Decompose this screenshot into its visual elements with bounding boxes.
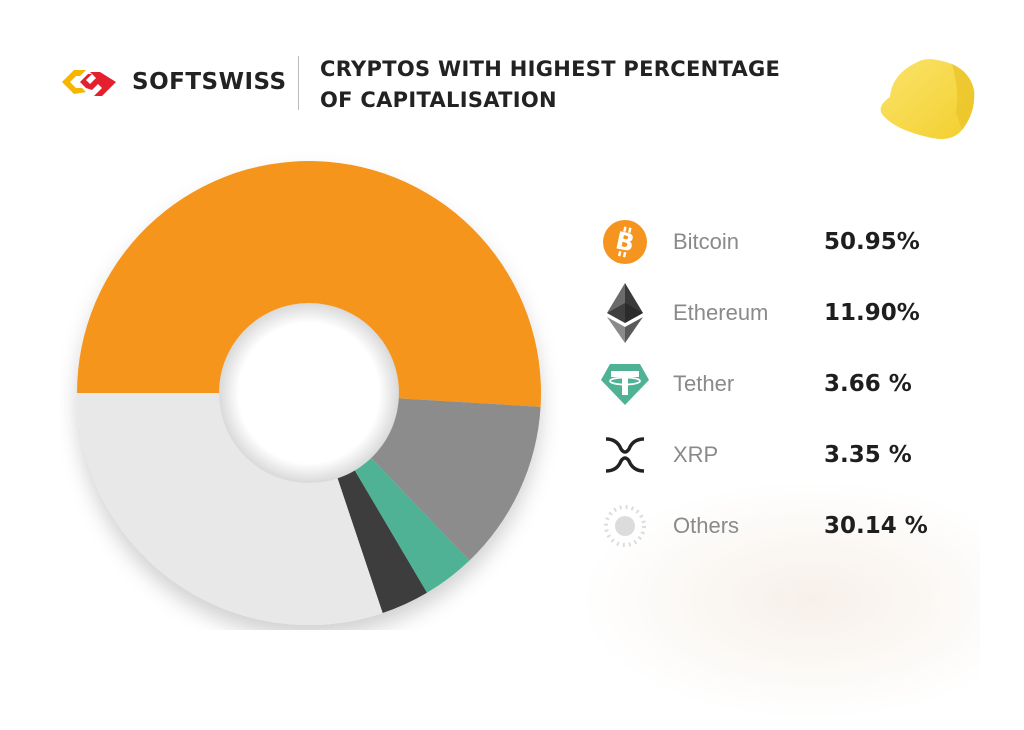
- brand-name: SOFTSWISS: [132, 69, 287, 95]
- legend-item-tether: Tether 3.66 %: [600, 354, 940, 414]
- page-title: CRYPTOS WITH HIGHEST PERCENTAGE OF CAPIT…: [320, 54, 780, 116]
- xrp-icon: [600, 430, 650, 480]
- legend-item-others: Others 30.14 %: [600, 496, 940, 556]
- legend-item-xrp: XRP 3.35 %: [600, 425, 940, 485]
- softswiss-logo-icon: [62, 70, 116, 96]
- legend-label: Ethereum: [673, 300, 769, 325]
- donut-slice-xrp: [336, 468, 427, 614]
- legend-label: Tether: [673, 371, 735, 396]
- legend-item-ethereum: Ethereum 11.90%: [600, 283, 940, 343]
- donut-slice-ethereum: [369, 398, 541, 561]
- title-line-2: OF CAPITALISATION: [320, 88, 557, 112]
- legend-value: 30.14 %: [824, 513, 928, 539]
- donut-slice-others: [77, 393, 383, 625]
- legend-value: 3.66 %: [824, 371, 912, 397]
- donut-slice-bitcoin: [77, 160, 541, 407]
- legend-item-bitcoin: B Bitcoin 50.95%: [600, 212, 940, 272]
- title-line-1: CRYPTOS WITH HIGHEST PERCENTAGE: [320, 57, 781, 81]
- legend-label: XRP: [673, 442, 719, 467]
- svg-text:B: B: [613, 226, 637, 257]
- legend-label: Bitcoin: [673, 229, 740, 254]
- others-icon: [600, 501, 650, 551]
- header-divider: [298, 56, 299, 110]
- donut-slice-tether: [353, 456, 470, 593]
- ethereum-icon: [600, 283, 650, 343]
- legend-value: 3.35 %: [824, 442, 912, 468]
- tether-icon: [600, 359, 650, 409]
- legend-value: 11.90%: [824, 300, 920, 326]
- yellow-cube-decoration: [880, 59, 975, 139]
- legend-label: Others: [673, 513, 740, 538]
- bitcoin-icon: B: [600, 217, 650, 267]
- softswiss-logo: SOFTSWISS: [58, 62, 287, 102]
- background-glow: [560, 470, 980, 730]
- donut-chart: [77, 160, 541, 625]
- donut-hole: [219, 303, 399, 483]
- legend-value: 50.95%: [824, 229, 920, 255]
